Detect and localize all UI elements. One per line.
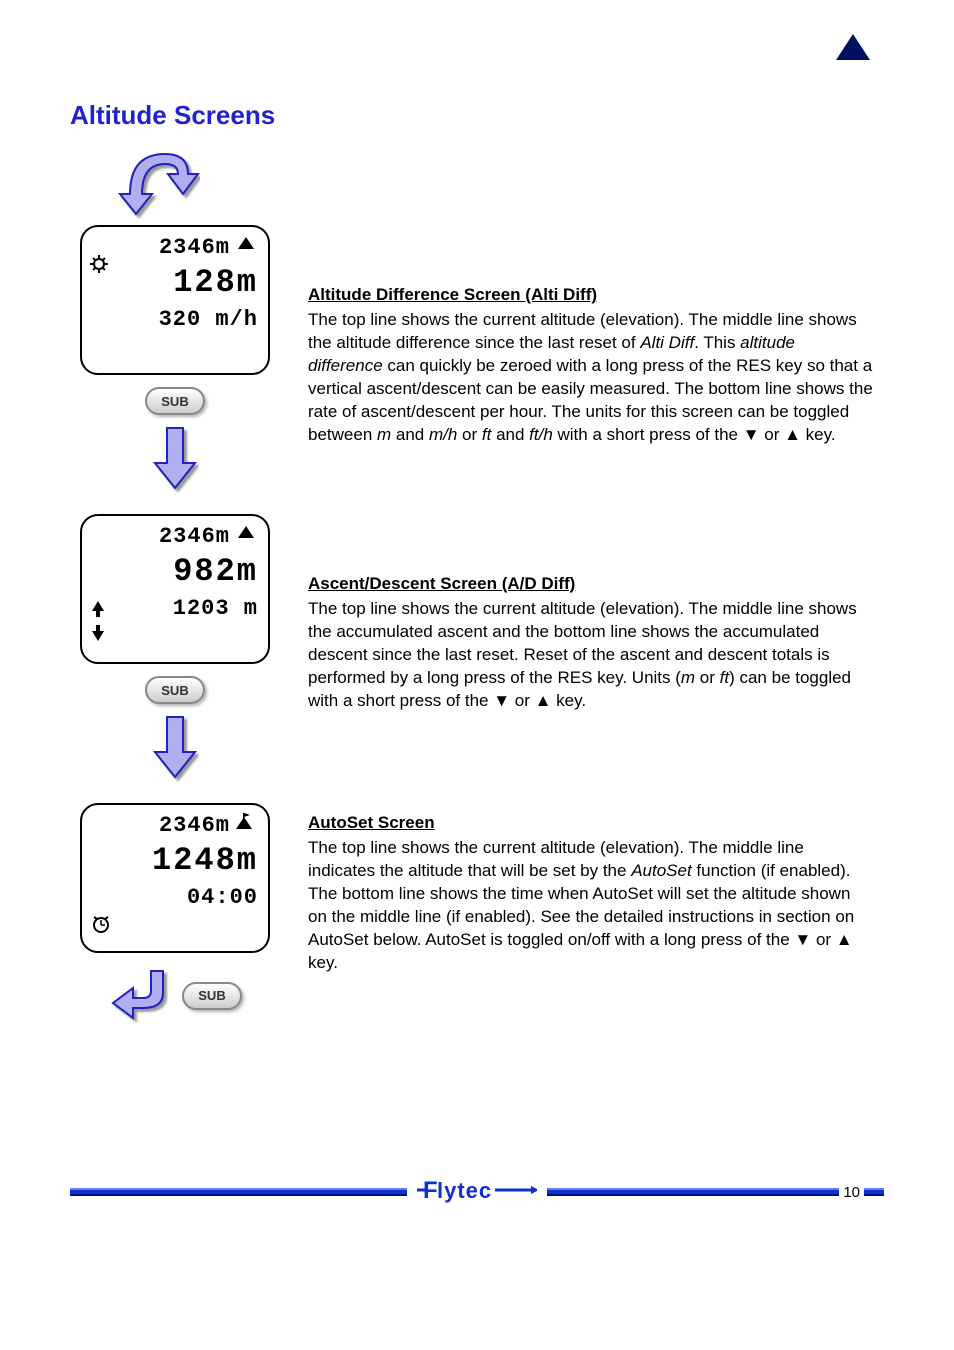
screen-body: The top line shows the current altitude … xyxy=(308,309,874,447)
lcd-line3: 1203 m xyxy=(92,596,258,621)
lcd-line2: 982m xyxy=(92,553,258,590)
lcd-line3: 04:00 xyxy=(92,885,258,910)
down-arrow-icon xyxy=(150,712,200,787)
footer-logo: F lytec xyxy=(407,1176,547,1206)
lcd-autoset: 2346m 1248m 04:00 xyxy=(80,803,270,953)
svg-text:lytec: lytec xyxy=(437,1178,492,1203)
return-arrow-top xyxy=(50,139,260,219)
lcd-line2: 1248m xyxy=(92,842,258,879)
corner-mountain-icon xyxy=(832,30,874,69)
sub-button[interactable]: SUB xyxy=(145,676,205,704)
up-down-icon xyxy=(90,601,106,646)
lcd-alti-diff: 2346m 128m 320 m/h xyxy=(80,225,270,375)
return-arrow-bottom xyxy=(108,963,178,1028)
footer: F lytec 10 xyxy=(0,1174,954,1214)
screen-heading: AutoSet Screen xyxy=(308,813,874,833)
screen-body: The top line shows the current altitude … xyxy=(308,837,874,975)
down-arrow-icon xyxy=(150,423,200,498)
lcd-ascent-descent: 2346m 982m 1203 m xyxy=(80,514,270,664)
lcd-line3: 320 m/h xyxy=(92,307,258,332)
screen-heading: Ascent/Descent Screen (A/D Diff) xyxy=(308,574,874,594)
sub-button[interactable]: SUB xyxy=(145,387,205,415)
mountain-flag-icon xyxy=(234,813,256,836)
page-number: 10 xyxy=(839,1184,864,1201)
section-title: Altitude Screens xyxy=(70,100,874,131)
mountain-icon xyxy=(236,235,256,256)
mountain-icon xyxy=(236,524,256,545)
screen-heading: Altitude Difference Screen (Alti Diff) xyxy=(308,285,874,305)
gear-icon xyxy=(90,255,108,278)
lcd-line1: 2346m xyxy=(92,524,258,549)
lcd-line2: 128m xyxy=(92,264,258,301)
screen-body: The top line shows the current altitude … xyxy=(308,598,874,713)
lcd-line1: 2346m xyxy=(92,235,258,260)
sub-button[interactable]: SUB xyxy=(182,982,242,1010)
alarm-clock-icon xyxy=(90,913,112,940)
